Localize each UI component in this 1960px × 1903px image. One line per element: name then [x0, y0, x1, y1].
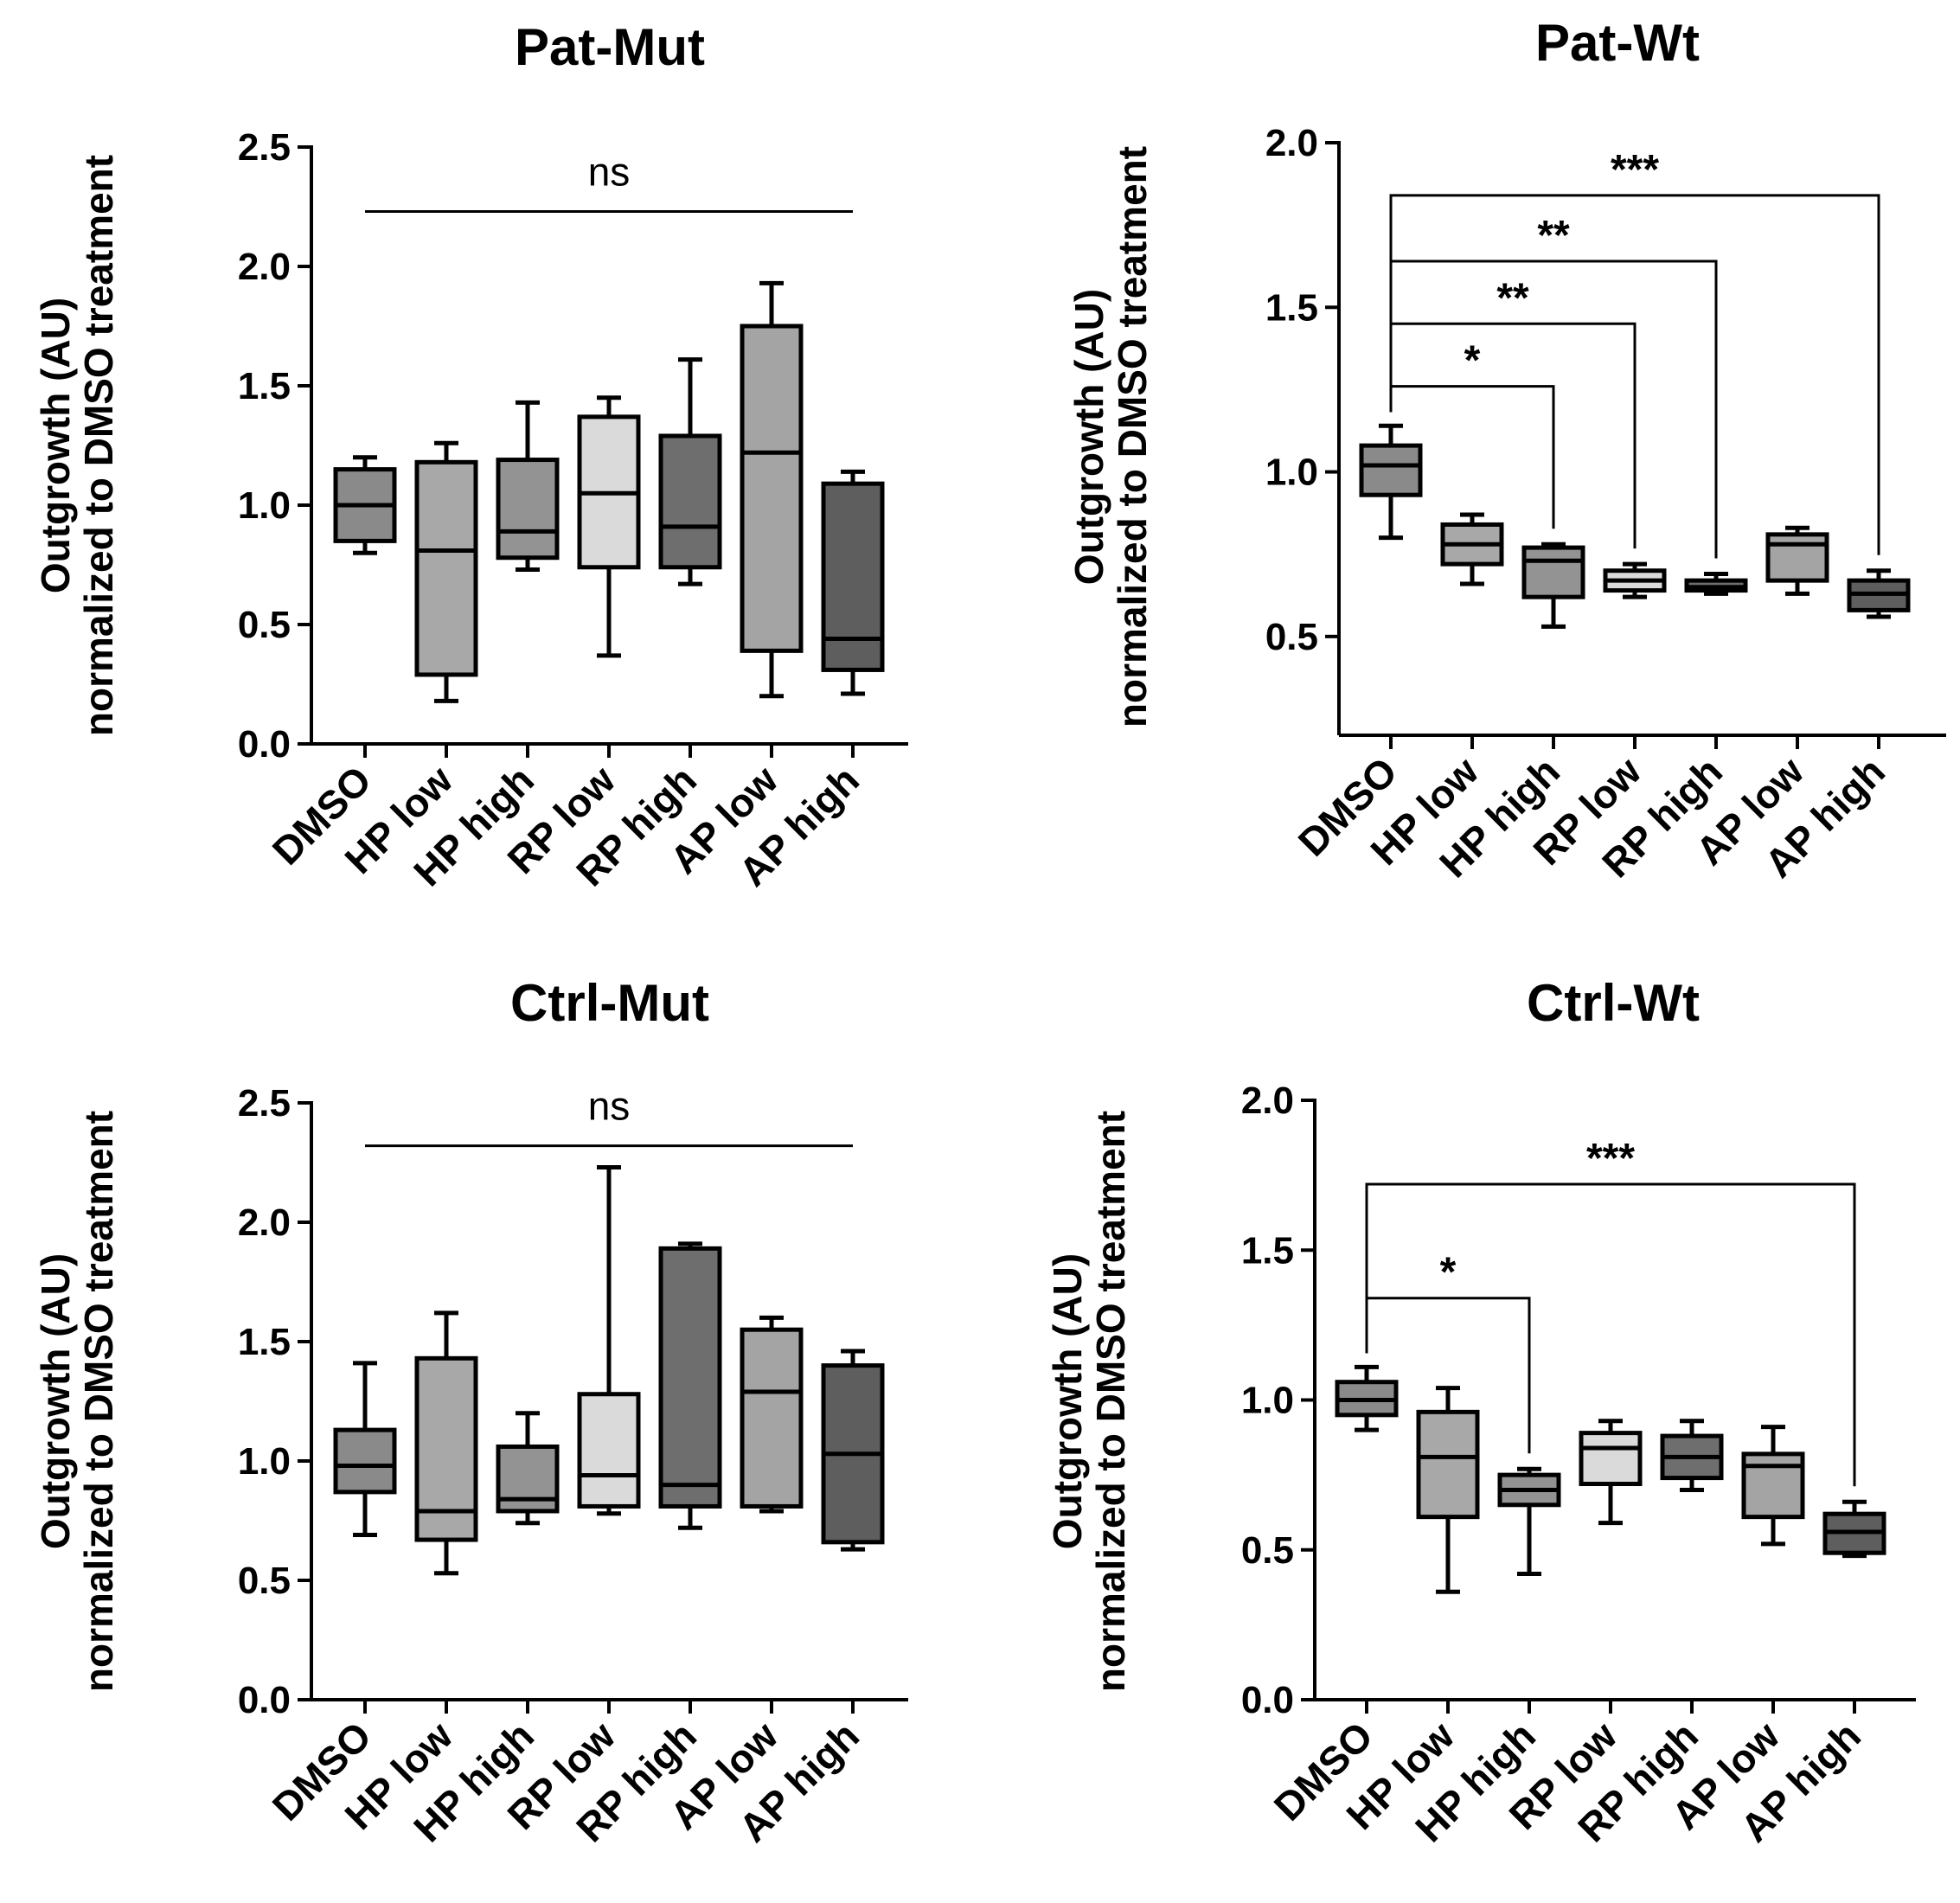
iqr-box — [1521, 545, 1585, 599]
iqr-box — [1765, 532, 1829, 583]
box-hp-high — [496, 1411, 560, 1526]
significance-label: ns — [588, 150, 631, 195]
significance-label: * — [1464, 338, 1481, 384]
y-axis-label-line2: normalized to DMSO treatment — [1110, 146, 1155, 727]
y-tick-label: 2.5 — [238, 126, 291, 169]
iqr-box — [1741, 1451, 1805, 1520]
box-rp-high — [1660, 1419, 1724, 1492]
significance-label: * — [1440, 1250, 1457, 1296]
y-tick-label: 0.0 — [238, 1679, 291, 1721]
box-dmso — [333, 1361, 397, 1538]
iqr-box — [496, 458, 560, 561]
significance-bracket — [1365, 1182, 1856, 1487]
iqr-box — [333, 1427, 397, 1495]
y-tick-label: 2.0 — [238, 246, 291, 288]
y-tick-label: 1.0 — [238, 484, 291, 527]
iqr-box — [658, 433, 722, 570]
box-ap-low — [1765, 525, 1829, 596]
y-axis-label: Outgrowth (AU) — [1045, 1253, 1090, 1549]
box-ap-low — [1741, 1425, 1805, 1547]
panel-ctrl-wt: Ctrl-Wt Outgrowth (AU)normalized to DMSO … — [1045, 974, 1916, 1850]
box-rp-low — [577, 395, 641, 658]
box-hp-low — [1440, 512, 1504, 586]
iqr-box — [1359, 443, 1423, 497]
y-tick-label: 2.0 — [1241, 1080, 1294, 1122]
y-tick-label: 0.5 — [238, 604, 291, 646]
y-tick-label: 1.5 — [1265, 286, 1318, 329]
box-dmso — [333, 455, 397, 555]
y-tick-label: 1.5 — [1241, 1229, 1294, 1272]
panel-ctrl-mut: Ctrl-Mut Outgrowth (AU)normalized to DMSO… — [33, 974, 908, 1850]
panel-title: Ctrl-Wt — [1527, 974, 1700, 1032]
y-axis-label: Outgrowth (AU) — [33, 298, 78, 593]
iqr-box — [414, 459, 478, 677]
y-tick-label: 2.5 — [238, 1082, 291, 1124]
box-ap-low — [740, 1315, 804, 1514]
iqr-box — [740, 1327, 804, 1509]
box-hp-low — [1416, 1386, 1480, 1594]
y-tick-label: 1.0 — [1265, 452, 1318, 494]
box-hp-high — [1521, 541, 1585, 629]
box-rp-high — [658, 1241, 722, 1530]
y-tick-label: 0.5 — [238, 1560, 291, 1602]
iqr-box — [740, 324, 804, 653]
box-dmso — [1359, 423, 1423, 541]
y-tick-label: 0.5 — [1241, 1529, 1294, 1572]
y-tick-label: 0.0 — [238, 723, 291, 766]
iqr-box — [821, 481, 885, 672]
box-rp-high — [658, 357, 722, 586]
significance-label: ** — [1537, 213, 1570, 259]
significance-label: *** — [1611, 147, 1659, 193]
box-rp-low — [1579, 1419, 1643, 1526]
box-hp-low — [414, 1310, 478, 1576]
box-rp-low — [577, 1165, 641, 1516]
box-hp-high — [496, 400, 560, 573]
box-rp-high — [1684, 572, 1748, 596]
iqr-box — [496, 1444, 560, 1514]
panel-title: Pat-Wt — [1535, 14, 1700, 72]
y-axis-label-line2: normalized to DMSO treatment — [76, 1111, 121, 1692]
significance-label: ** — [1496, 275, 1529, 321]
y-tick-label: 1.5 — [238, 365, 291, 407]
box-ap-high — [821, 1349, 885, 1552]
y-axis-label-line2: normalized to DMSO treatment — [76, 155, 121, 736]
significance-bracket — [1389, 322, 1637, 549]
panel-pat-wt: Pat-Wt Outgrowth (AU)normalized to DMSO t… — [1066, 14, 1946, 886]
box-rp-low — [1603, 561, 1667, 599]
iqr-box — [1579, 1431, 1643, 1487]
box-ap-low — [740, 280, 804, 699]
significance-label: ns — [588, 1084, 631, 1129]
significance-bracket — [1389, 194, 1880, 555]
y-tick-label: 1.0 — [1241, 1380, 1294, 1422]
box-dmso — [1335, 1364, 1399, 1432]
panel-title: Ctrl-Mut — [510, 974, 709, 1032]
box-hp-high — [1497, 1466, 1561, 1576]
panel-title: Pat-Mut — [515, 18, 705, 76]
box-ap-high — [821, 469, 885, 696]
y-tick-label: 0.5 — [1265, 616, 1318, 658]
iqr-box — [658, 1246, 722, 1509]
box-ap-high — [1847, 568, 1911, 619]
y-axis-label: Outgrowth (AU) — [33, 1253, 78, 1549]
significance-label: *** — [1586, 1136, 1635, 1182]
iqr-box — [1416, 1409, 1480, 1520]
y-axis-label: Outgrowth (AU) — [1066, 289, 1111, 585]
iqr-box — [577, 1392, 641, 1509]
y-tick-label: 2.0 — [1265, 122, 1318, 164]
y-axis-label-line2: normalized to DMSO treatment — [1088, 1111, 1133, 1692]
box-ap-high — [1822, 1499, 1886, 1559]
y-tick-label: 1.5 — [238, 1321, 291, 1363]
box-hp-low — [414, 440, 478, 703]
y-tick-label: 1.0 — [238, 1440, 291, 1483]
y-tick-label: 2.0 — [238, 1201, 291, 1244]
panel-pat-mut: Pat-Mut Outgrowth (AU)normalized to DMSO … — [33, 18, 908, 894]
y-tick-label: 0.0 — [1241, 1679, 1294, 1721]
